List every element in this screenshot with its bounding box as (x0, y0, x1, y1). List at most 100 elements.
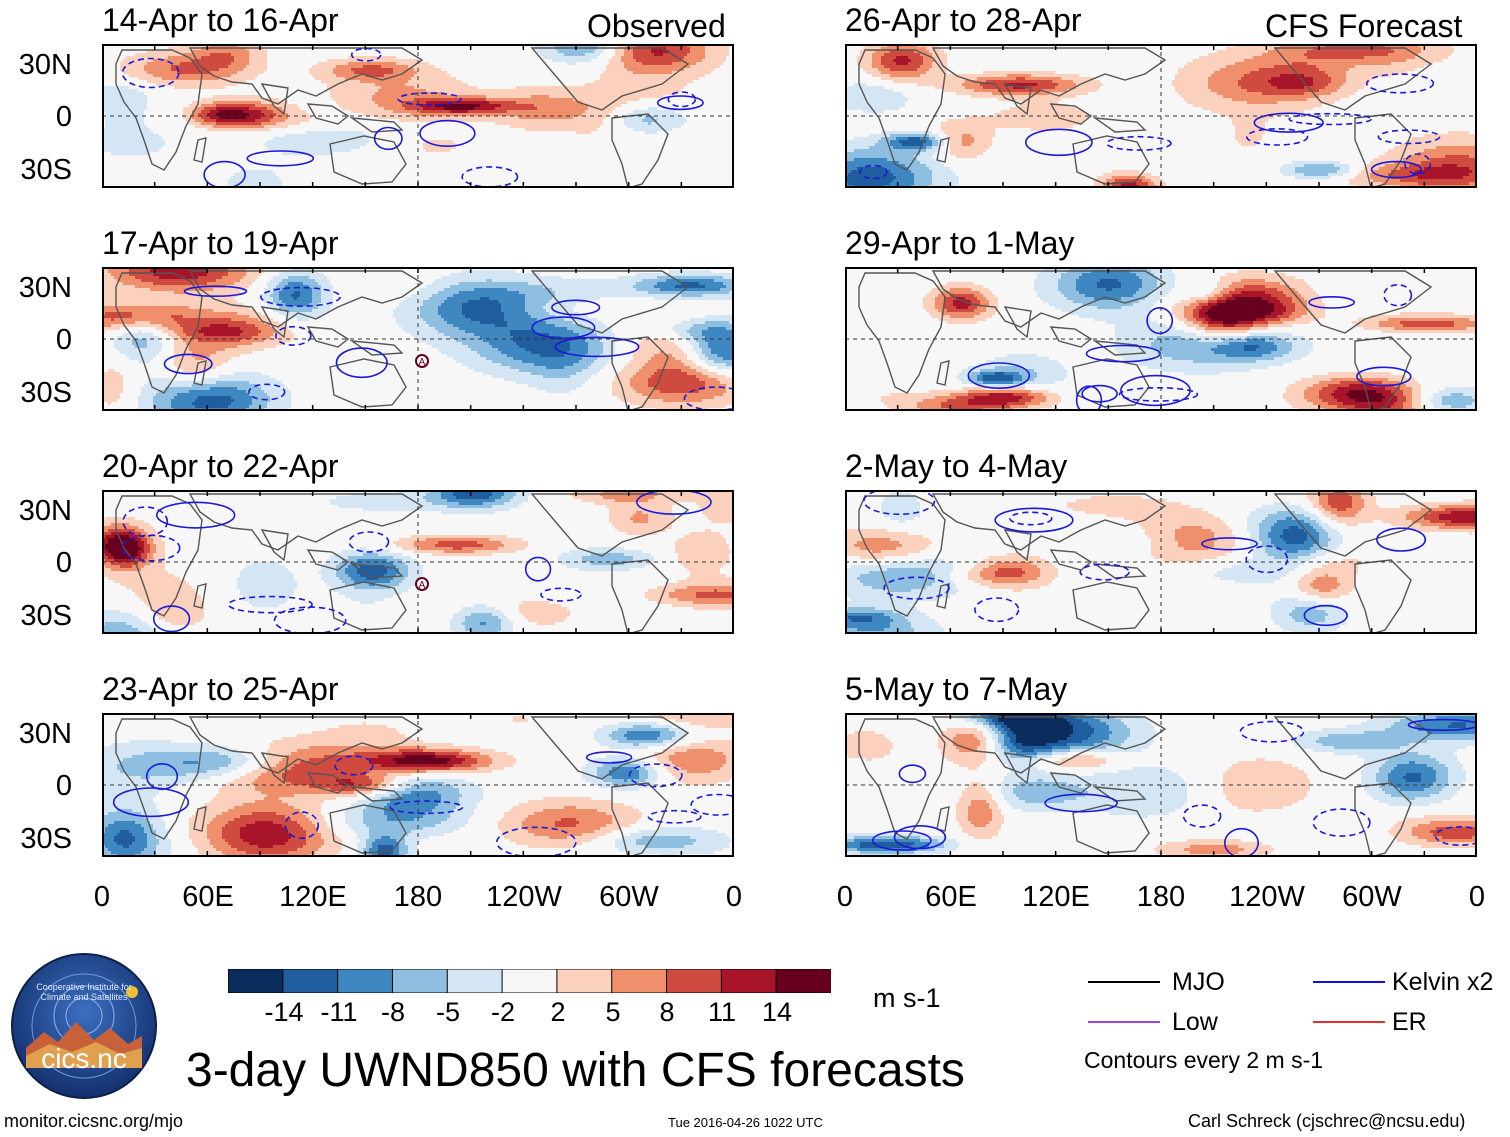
lat-label-eq: 0 (0, 102, 72, 132)
map-frame (845, 713, 1477, 857)
kelvin-contour (1383, 284, 1413, 307)
figure-title: 3-day UWND850 with CFS forecasts (186, 1044, 965, 1098)
kelvin-contour (524, 556, 552, 582)
coastline (1003, 529, 1032, 562)
coastline (1003, 306, 1032, 339)
kelvin-contour (1303, 604, 1348, 627)
colorbar-swatch (282, 968, 339, 994)
legend-label-low: Low (1172, 1008, 1218, 1036)
kelvin-contour (863, 490, 936, 516)
coastline (306, 326, 350, 348)
coastline (260, 529, 289, 562)
kelvin-contour (1224, 827, 1259, 857)
coastline (1092, 117, 1147, 133)
colorbar-tick: 14 (742, 997, 812, 1027)
kelvin-contour (348, 531, 390, 553)
lat-label-30s: 30S (0, 824, 72, 854)
colorbar-tick: 2 (523, 997, 593, 1027)
coastline (329, 135, 407, 185)
coastline (188, 270, 424, 328)
coastline (1003, 83, 1032, 116)
coastline (1273, 493, 1433, 557)
kelvin-contour (667, 91, 697, 108)
coastline (115, 495, 203, 617)
kelvin-contour (1105, 135, 1172, 151)
coastline (530, 270, 690, 334)
lon-label: 0 (785, 882, 905, 912)
coastline (530, 493, 690, 557)
kelvin-contour (1376, 527, 1427, 552)
coastline (1049, 103, 1093, 125)
footer-url: monitor.cicsnc.org/mjo (4, 1111, 183, 1131)
legend-swatch-mjo (1088, 981, 1160, 983)
lat-label-30n: 30N (0, 273, 72, 303)
legend-label-kelvin: Kelvin x2 (1392, 968, 1493, 996)
forecast-period-2: 29-Apr to 1-May (845, 225, 1074, 261)
coastline (611, 559, 669, 634)
kelvin-contour (859, 164, 888, 180)
colorbar-swatch (666, 968, 723, 994)
lon-label: 120W (464, 882, 584, 912)
coastline (530, 47, 690, 111)
storm-marker: A (415, 577, 429, 591)
coastline (611, 336, 669, 411)
kelvin-contour (1182, 804, 1222, 828)
kelvin-contour (152, 605, 191, 633)
lon-label: 180 (1101, 882, 1221, 912)
coastline (193, 583, 207, 609)
coastline (1049, 326, 1093, 348)
lat-label-30n: 30N (0, 496, 72, 526)
map-frame (845, 490, 1477, 634)
colorbar-swatch (446, 968, 504, 994)
kelvin-contour (1253, 112, 1324, 133)
colorbar-swatch (556, 968, 613, 994)
kelvin-contour (1081, 384, 1118, 403)
kelvin-contour (335, 347, 388, 379)
forecast-period-3: 2-May to 4-May (845, 448, 1067, 484)
footer-timestamp: Tue 2016-04-26 1022 UTC (668, 1115, 823, 1131)
coastline (329, 804, 407, 854)
coastline (329, 581, 407, 631)
map-field (102, 713, 734, 857)
colorbar-swatch (391, 968, 449, 994)
kelvin-contour (1407, 718, 1477, 731)
lon-label: 0 (42, 882, 162, 912)
lon-label: 60E (891, 882, 1011, 912)
colorbar-swatch (611, 968, 668, 994)
map-panel: A (102, 490, 734, 634)
coastline (530, 716, 690, 780)
coastline (1049, 772, 1093, 794)
kelvin-contour (1245, 128, 1309, 146)
kelvin-contour (1085, 344, 1161, 363)
colorbar-swatch (337, 968, 394, 994)
colorbar-tick: -8 (358, 997, 428, 1027)
kelvin-contour (260, 286, 342, 307)
coastline (349, 340, 404, 356)
colorbar-swatch (775, 968, 832, 994)
kelvin-contour (145, 762, 179, 790)
map-panel (102, 713, 734, 857)
kelvin-contour (1075, 385, 1103, 411)
observed-period-3: 20-Apr to 22-Apr (102, 448, 339, 484)
kelvin-contour (647, 809, 702, 824)
kelvin-contour (496, 826, 577, 857)
lon-label: 0 (1417, 882, 1510, 912)
lon-label: 120E (253, 882, 373, 912)
legend-swatch-er (1313, 1021, 1385, 1023)
coastline (306, 549, 350, 571)
kelvin-contour (690, 793, 734, 816)
kelvin-contour (389, 800, 464, 815)
coastline (260, 83, 289, 116)
kelvin-contour (1079, 563, 1130, 581)
kelvin-contour (1118, 387, 1199, 402)
kelvin-contour (551, 299, 601, 316)
kelvin-contour (1245, 545, 1289, 574)
coastline (1049, 549, 1093, 571)
coastline (1092, 340, 1147, 356)
kelvin-contour (531, 316, 596, 340)
kelvin-contour (628, 763, 683, 788)
coastline (1273, 47, 1433, 111)
coastline (1273, 270, 1433, 334)
coastline (1092, 563, 1147, 579)
storm-marker: A (415, 354, 429, 368)
